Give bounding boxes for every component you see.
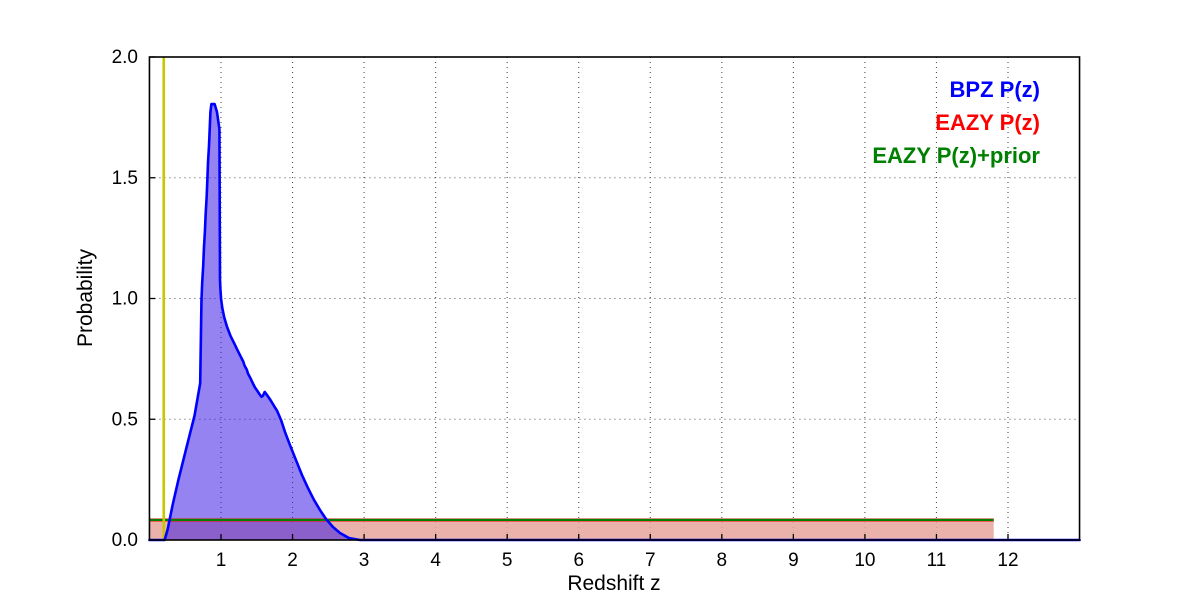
svg-text:12: 12 [997,550,1018,571]
svg-text:EAZY P(z)+prior: EAZY P(z)+prior [872,143,1040,168]
svg-text:0.0: 0.0 [112,530,138,551]
svg-text:BPZ P(z): BPZ P(z) [950,77,1040,102]
svg-text:3: 3 [359,550,370,571]
svg-text:6: 6 [573,550,584,571]
svg-text:Probability: Probability [74,248,97,347]
svg-text:0.5: 0.5 [112,409,138,430]
svg-text:Redshift z: Redshift z [567,572,660,595]
svg-text:7: 7 [645,550,656,571]
svg-text:EAZY P(z): EAZY P(z) [935,110,1040,135]
svg-text:1.0: 1.0 [112,289,138,310]
svg-text:1.5: 1.5 [112,168,138,189]
svg-text:5: 5 [502,550,513,571]
svg-text:2.0: 2.0 [112,47,138,68]
svg-text:4: 4 [430,550,441,571]
svg-text:2: 2 [287,550,298,571]
svg-text:9: 9 [788,550,799,571]
svg-text:1: 1 [216,550,227,571]
svg-text:10: 10 [854,550,875,571]
svg-text:8: 8 [717,550,728,571]
svg-text:11: 11 [927,550,947,571]
